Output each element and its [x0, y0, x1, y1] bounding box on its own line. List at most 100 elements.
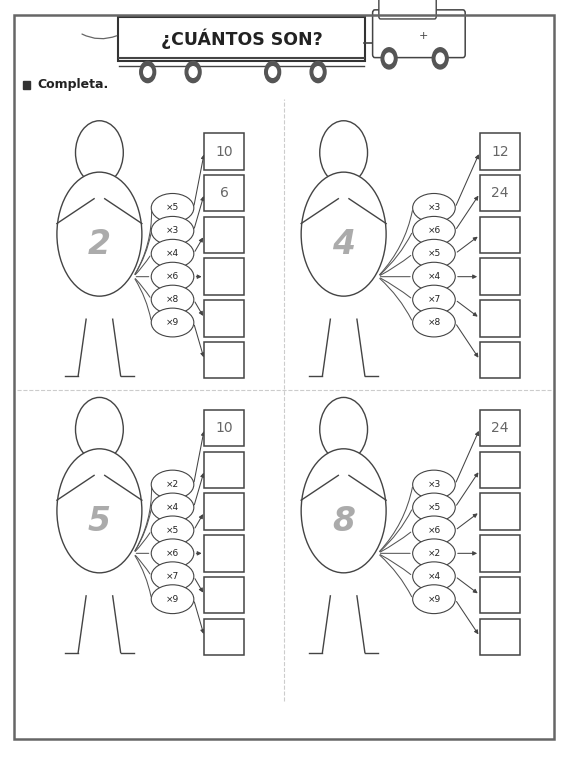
Circle shape: [432, 48, 448, 69]
Text: ×5: ×5: [427, 249, 441, 258]
Ellipse shape: [412, 539, 456, 568]
FancyBboxPatch shape: [204, 258, 244, 295]
Circle shape: [436, 53, 444, 64]
FancyBboxPatch shape: [204, 217, 244, 253]
FancyBboxPatch shape: [204, 535, 244, 572]
Text: ×6: ×6: [166, 549, 179, 558]
Ellipse shape: [412, 493, 456, 522]
Ellipse shape: [151, 470, 194, 499]
Ellipse shape: [412, 217, 456, 246]
Ellipse shape: [151, 285, 194, 314]
FancyBboxPatch shape: [379, 0, 436, 19]
Text: ×2: ×2: [427, 549, 441, 558]
Text: 24: 24: [491, 186, 508, 200]
Text: ×3: ×3: [166, 227, 179, 235]
Text: ×8: ×8: [427, 318, 441, 327]
FancyBboxPatch shape: [204, 133, 244, 170]
FancyBboxPatch shape: [204, 577, 244, 613]
Text: +: +: [419, 31, 428, 41]
Ellipse shape: [151, 539, 194, 568]
Ellipse shape: [57, 172, 142, 296]
FancyBboxPatch shape: [204, 410, 244, 446]
Bar: [23, 81, 30, 89]
Text: ×3: ×3: [427, 203, 441, 212]
Ellipse shape: [151, 262, 194, 291]
Text: Completa.: Completa.: [37, 77, 108, 91]
FancyBboxPatch shape: [204, 300, 244, 337]
FancyBboxPatch shape: [480, 258, 520, 295]
Text: ×9: ×9: [166, 318, 179, 327]
FancyBboxPatch shape: [480, 217, 520, 253]
FancyBboxPatch shape: [480, 493, 520, 530]
Ellipse shape: [412, 193, 456, 222]
Circle shape: [381, 48, 397, 69]
FancyBboxPatch shape: [204, 619, 244, 655]
Circle shape: [140, 61, 156, 83]
Circle shape: [76, 397, 123, 461]
Text: ×4: ×4: [166, 249, 179, 258]
Ellipse shape: [412, 309, 456, 337]
FancyBboxPatch shape: [373, 10, 465, 58]
Ellipse shape: [151, 193, 194, 222]
Ellipse shape: [151, 562, 194, 590]
Ellipse shape: [57, 449, 142, 573]
Ellipse shape: [151, 309, 194, 337]
FancyBboxPatch shape: [204, 175, 244, 211]
Text: ×4: ×4: [427, 572, 441, 581]
FancyBboxPatch shape: [480, 535, 520, 572]
Text: ×3: ×3: [427, 480, 441, 489]
FancyBboxPatch shape: [480, 175, 520, 211]
Text: 8: 8: [332, 505, 355, 538]
Text: 10: 10: [215, 421, 233, 435]
Ellipse shape: [412, 240, 456, 268]
Text: 5: 5: [88, 505, 111, 538]
Text: ×6: ×6: [166, 272, 179, 281]
Ellipse shape: [412, 470, 456, 499]
Text: ×9: ×9: [427, 595, 441, 603]
Text: ×5: ×5: [166, 526, 179, 535]
Text: ×4: ×4: [427, 272, 441, 281]
Ellipse shape: [151, 493, 194, 522]
Ellipse shape: [151, 240, 194, 268]
Ellipse shape: [151, 585, 194, 614]
FancyBboxPatch shape: [204, 342, 244, 378]
Circle shape: [189, 67, 197, 77]
FancyBboxPatch shape: [480, 410, 520, 446]
FancyBboxPatch shape: [204, 452, 244, 488]
Circle shape: [385, 53, 393, 64]
FancyBboxPatch shape: [480, 342, 520, 378]
Circle shape: [310, 61, 326, 83]
FancyBboxPatch shape: [480, 452, 520, 488]
Ellipse shape: [412, 585, 456, 614]
Ellipse shape: [301, 172, 386, 296]
FancyBboxPatch shape: [480, 133, 520, 170]
Text: 24: 24: [491, 421, 508, 435]
Text: 6: 6: [220, 186, 229, 200]
Text: ×9: ×9: [166, 595, 179, 603]
Ellipse shape: [301, 449, 386, 573]
Text: 12: 12: [491, 145, 509, 158]
Circle shape: [320, 121, 367, 184]
Circle shape: [144, 67, 152, 77]
Circle shape: [185, 61, 201, 83]
FancyBboxPatch shape: [480, 300, 520, 337]
Ellipse shape: [412, 262, 456, 291]
Text: ¿CUÁNTOS SON?: ¿CUÁNTOS SON?: [161, 28, 322, 49]
Text: ×2: ×2: [166, 480, 179, 489]
FancyBboxPatch shape: [480, 577, 520, 613]
Text: ×6: ×6: [427, 227, 441, 235]
FancyBboxPatch shape: [204, 493, 244, 530]
Ellipse shape: [412, 516, 456, 545]
Text: ×7: ×7: [166, 572, 179, 581]
FancyBboxPatch shape: [118, 17, 365, 61]
Ellipse shape: [151, 217, 194, 246]
Circle shape: [265, 61, 281, 83]
Text: ×5: ×5: [166, 203, 179, 212]
Text: ×5: ×5: [427, 503, 441, 512]
Circle shape: [320, 397, 367, 461]
Text: 4: 4: [332, 228, 355, 262]
Text: ×4: ×4: [166, 503, 179, 512]
Text: ×8: ×8: [166, 295, 179, 304]
Text: ×6: ×6: [427, 526, 441, 535]
Ellipse shape: [151, 516, 194, 545]
